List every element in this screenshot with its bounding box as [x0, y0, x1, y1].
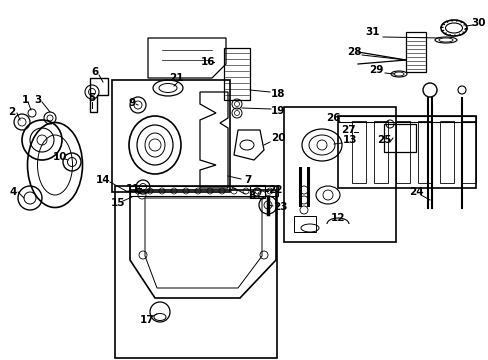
Text: 16: 16: [201, 57, 215, 67]
Bar: [405, 32, 425, 72]
Text: 1: 1: [21, 95, 29, 105]
Text: 13: 13: [342, 135, 357, 145]
Bar: [383, 124, 415, 152]
Bar: [461, 121, 475, 183]
Bar: [284, 107, 395, 242]
Bar: [395, 121, 409, 183]
Bar: [417, 121, 431, 183]
Bar: [337, 116, 475, 188]
Text: 4: 4: [9, 187, 17, 197]
Text: 23: 23: [272, 202, 286, 212]
Bar: [130, 186, 278, 196]
Text: 24: 24: [408, 187, 423, 197]
Bar: [115, 186, 276, 358]
Text: 22: 22: [267, 185, 282, 195]
Text: 19: 19: [270, 106, 285, 116]
Bar: [373, 121, 387, 183]
Text: 14: 14: [96, 175, 110, 185]
Text: 21: 21: [168, 73, 183, 83]
Text: 25: 25: [376, 135, 390, 145]
Text: 27: 27: [340, 125, 355, 135]
Text: 10: 10: [53, 152, 67, 162]
Bar: [351, 121, 365, 183]
Text: 20: 20: [270, 133, 285, 143]
Text: 7: 7: [244, 175, 251, 185]
Text: 8: 8: [248, 191, 255, 201]
Text: 17: 17: [140, 315, 154, 325]
Text: 9: 9: [128, 98, 135, 108]
Bar: [112, 80, 229, 192]
Bar: [337, 116, 475, 122]
Text: 29: 29: [368, 65, 383, 75]
Bar: [224, 48, 249, 100]
Text: 30: 30: [471, 18, 485, 28]
Text: 31: 31: [365, 27, 380, 37]
Text: 6: 6: [91, 67, 99, 77]
Text: 15: 15: [110, 198, 125, 208]
Text: 28: 28: [346, 47, 361, 57]
Text: 26: 26: [325, 113, 340, 123]
Text: 5: 5: [88, 93, 96, 103]
Text: 18: 18: [270, 89, 285, 99]
Text: 3: 3: [34, 95, 41, 105]
Text: 2: 2: [8, 107, 16, 117]
Text: 12: 12: [330, 213, 345, 223]
Bar: [439, 121, 453, 183]
Text: 11: 11: [125, 184, 140, 194]
